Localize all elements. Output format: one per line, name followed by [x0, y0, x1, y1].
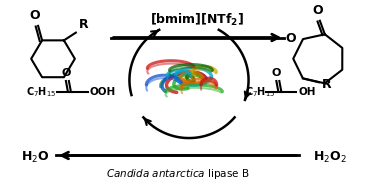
Text: OH: OH	[298, 87, 316, 97]
Text: H$_2$O$_2$: H$_2$O$_2$	[313, 150, 347, 165]
Text: C$_7$H$_{15}$: C$_7$H$_{15}$	[26, 85, 56, 99]
Text: $\it{Candida\ antarctica}$ lipase B: $\it{Candida\ antarctica}$ lipase B	[106, 167, 250, 181]
Text: $\bf{[bmim][NTf_2]}$: $\bf{[bmim][NTf_2]}$	[150, 12, 244, 28]
Text: O: O	[61, 68, 71, 78]
Text: R: R	[79, 18, 88, 31]
Text: C$_7$H$_{15}$: C$_7$H$_{15}$	[245, 85, 275, 99]
Text: R: R	[322, 78, 332, 91]
Text: O: O	[272, 68, 281, 78]
Text: O: O	[285, 32, 296, 45]
Text: O: O	[30, 9, 40, 22]
Text: OOH: OOH	[90, 87, 116, 97]
Text: H$_2$O: H$_2$O	[21, 150, 50, 165]
Text: O: O	[313, 4, 323, 17]
